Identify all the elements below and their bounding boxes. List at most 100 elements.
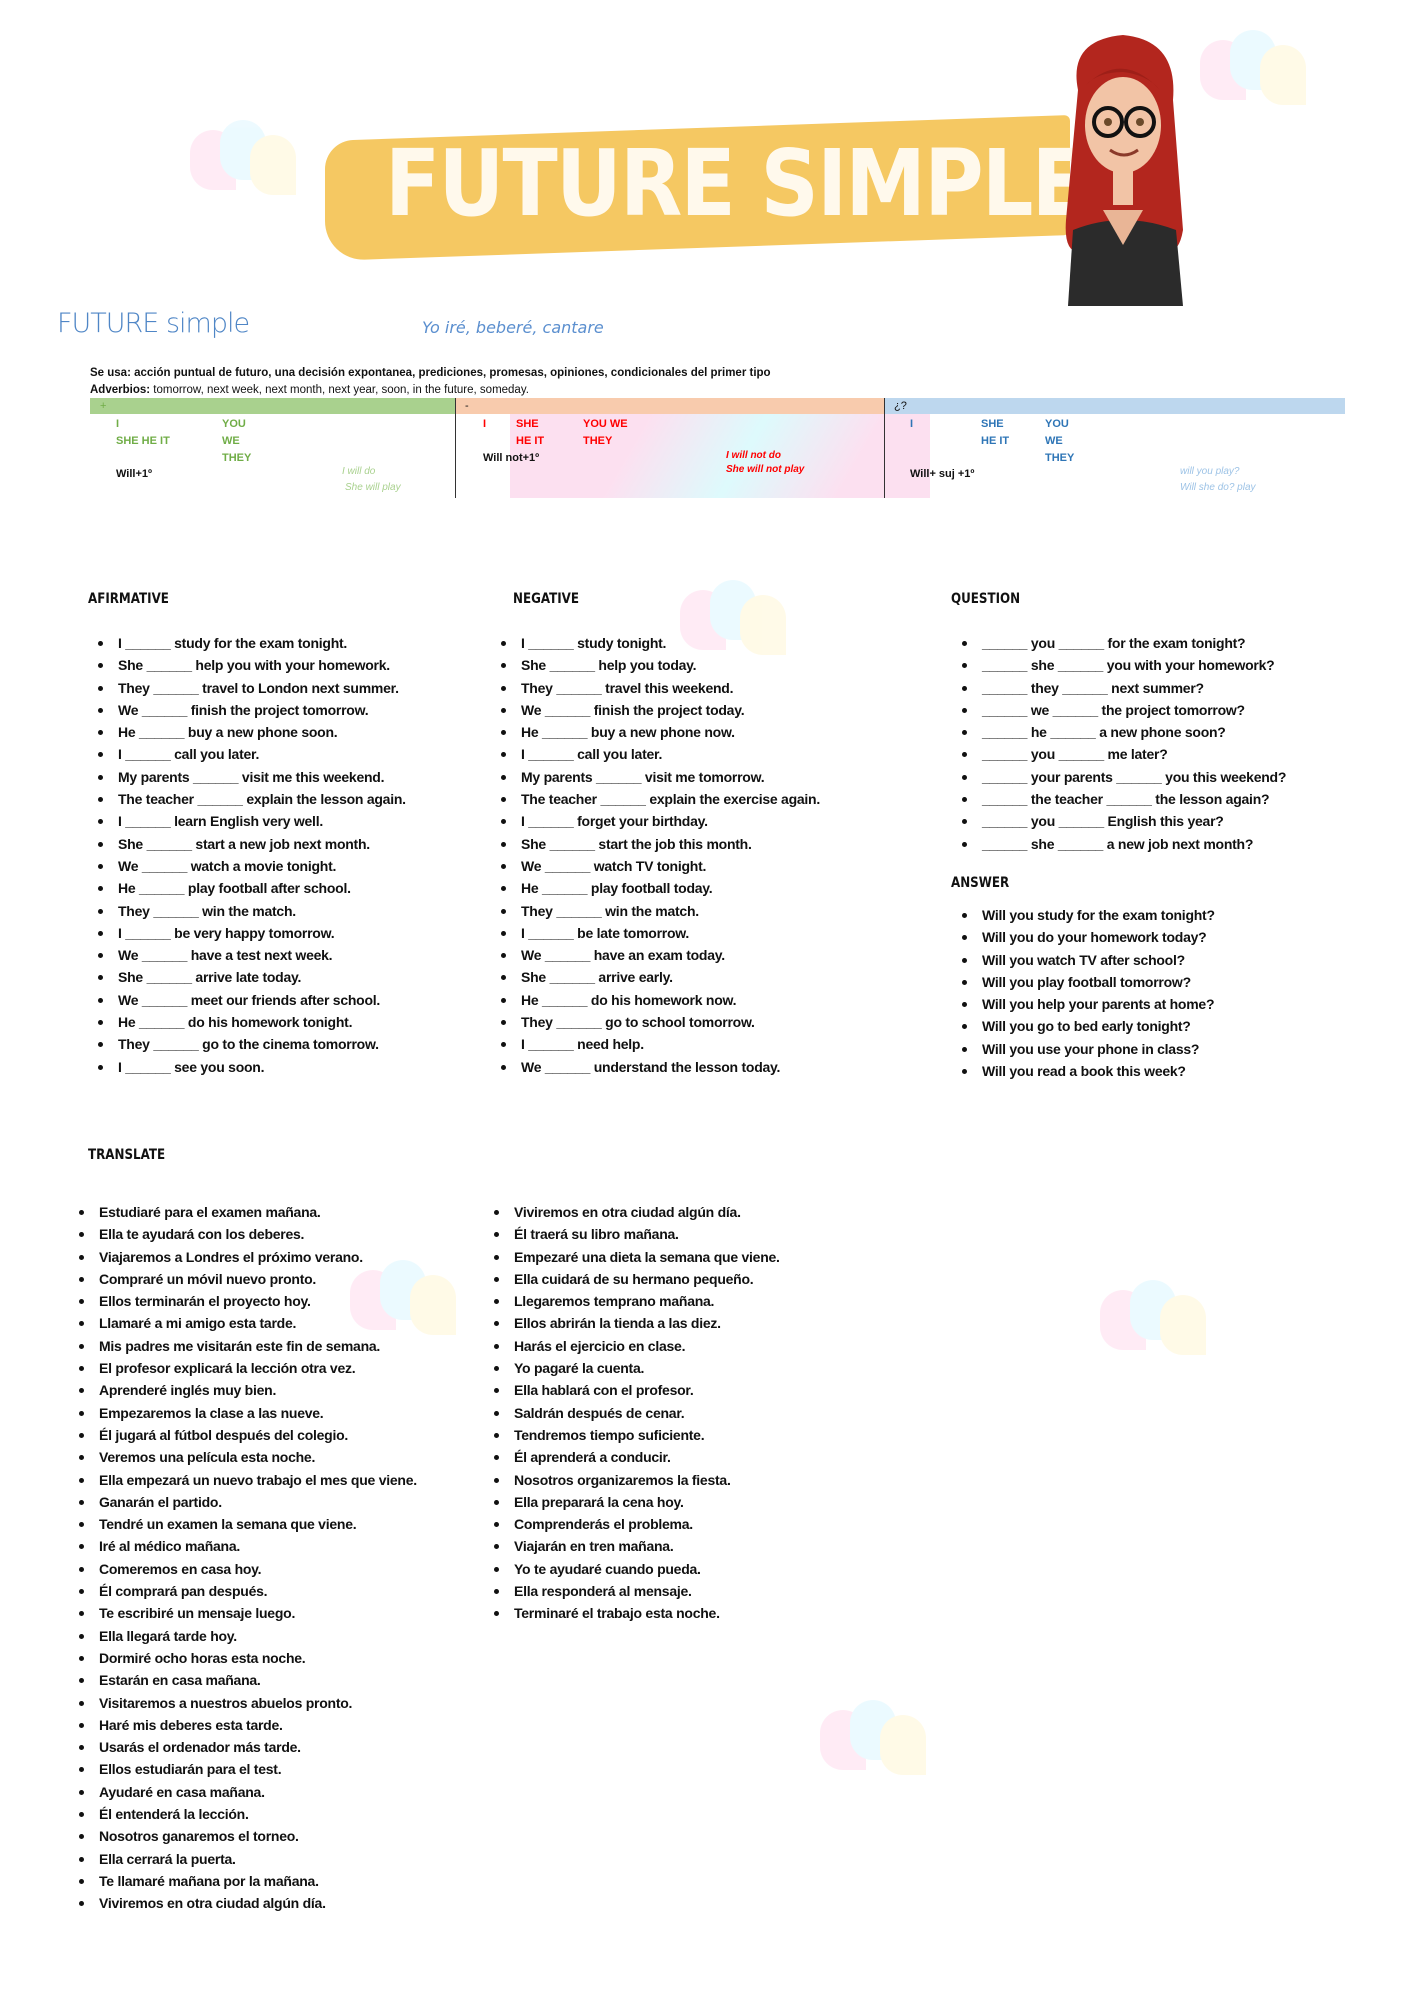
list-item: Will you play football tomorrow? [962, 971, 1215, 993]
list-item: Comprenderás el problema. [494, 1513, 780, 1535]
table-watermark [510, 414, 930, 498]
list-item: Tendremos tiempo suficiente. [494, 1424, 780, 1446]
list-item: I ______ be very happy tomorrow. [98, 922, 406, 944]
list-item: Mis padres me visitarán este fin de sema… [79, 1335, 417, 1357]
afirmative-heading: AFIRMATIVE [88, 591, 169, 607]
list-item: He ______ buy a new phone now. [501, 721, 820, 743]
watermark-logo [680, 580, 790, 660]
adverbs-label: Adverbios: [90, 384, 151, 396]
list-item: ______ we ______ the project tomorrow? [962, 699, 1286, 721]
watermark-logo [350, 1260, 460, 1340]
list-item: Visitaremos a nuestros abuelos pronto. [79, 1692, 417, 1714]
list-item: Will you do your homework today? [962, 926, 1215, 948]
list-item: Ella preparará la cena hoy. [494, 1491, 780, 1513]
watermark-logo [190, 120, 300, 200]
list-item: She ______ arrive early. [501, 966, 820, 988]
list-item: I ______ learn English very well. [98, 810, 406, 832]
list-item: Ella empezará un nuevo trabajo el mes qu… [79, 1469, 417, 1491]
question-rule: Will+ suj +1º [910, 468, 975, 480]
list-item: Comeremos en casa hoy. [79, 1558, 417, 1580]
list-item: Dormiré ocho horas esta noche. [79, 1647, 417, 1669]
list-item: Will you help your parents at home? [962, 993, 1215, 1015]
grammar-subtitle: Yo iré, beberé, cantare [422, 318, 604, 337]
list-item: They ______ win the match. [98, 900, 406, 922]
list-item: I ______ study for the exam tonight. [98, 632, 406, 654]
usage-notes: Se usa: acción puntual de futuro, una de… [90, 365, 771, 399]
list-item: We ______ have an exam today. [501, 944, 820, 966]
question-example: will you play? [1180, 466, 1240, 477]
list-item: Ella llegará tarde hoy. [79, 1625, 417, 1647]
list-item: He ______ play football after school. [98, 877, 406, 899]
pronoun: WE [222, 435, 240, 447]
list-item: Empezaré una dieta la semana que viene. [494, 1246, 780, 1268]
list-item: She ______ help you with your homework. [98, 654, 406, 676]
pronoun: THEY [1045, 452, 1075, 464]
positive-example: She will play [345, 482, 401, 493]
list-item: Llegaremos temprano mañana. [494, 1290, 780, 1312]
list-item: ______ he ______ a new phone soon? [962, 721, 1286, 743]
question-list: ______ you ______ for the exam tonight? _… [962, 632, 1286, 855]
list-item: The teacher ______ explain the lesson ag… [98, 788, 406, 810]
list-item: Ellos estudiarán para el test. [79, 1758, 417, 1780]
list-item: They ______ win the match. [501, 900, 820, 922]
pronoun: YOU [222, 418, 246, 430]
list-item: Yo te ayudaré cuando pueda. [494, 1558, 780, 1580]
list-item: She ______ start a new job next month. [98, 833, 406, 855]
list-item: I ______ forget your birthday. [501, 810, 820, 832]
list-item: Estudiaré para el examen mañana. [79, 1201, 417, 1223]
list-item: We ______ finish the project today. [501, 699, 820, 721]
negative-example: I will not do [726, 450, 781, 461]
list-item: Estarán en casa mañana. [79, 1669, 417, 1691]
list-item: Ella te ayudará con los deberes. [79, 1223, 417, 1245]
column-divider [455, 398, 456, 498]
list-item: Tendré un examen la semana que viene. [79, 1513, 417, 1535]
list-item: He ______ do his homework tonight. [98, 1011, 406, 1033]
list-item: Nosotros ganaremos el torneo. [79, 1825, 417, 1847]
grammar-table: + - ¿? I SHE HE IT YOU WE THEY Will+1º I… [90, 398, 1345, 502]
page-title: FUTURE SIMPLE [385, 130, 1087, 237]
list-item: Empezaremos la clase a las nueve. [79, 1402, 417, 1424]
negative-header: - [455, 398, 884, 414]
list-item: ______ she ______ a new job next month? [962, 833, 1286, 855]
translate-heading: TRANSLATE [88, 1147, 166, 1163]
list-item: ______ you ______ for the exam tonight? [962, 632, 1286, 654]
pronoun: YOU WE [583, 418, 628, 430]
list-item: ______ they ______ next summer? [962, 677, 1286, 699]
list-item: Will you use your phone in class? [962, 1038, 1215, 1060]
watermark-logo [1200, 30, 1310, 110]
list-item: Él jugará al fútbol después del colegio. [79, 1424, 417, 1446]
list-item: Yo pagaré la cuenta. [494, 1357, 780, 1379]
list-item: Ganarán el partido. [79, 1491, 417, 1513]
list-item: My parents ______ visit me tomorrow. [501, 766, 820, 788]
list-item: My parents ______ visit me this weekend. [98, 766, 406, 788]
negative-rule: Will not+1º [483, 452, 540, 464]
pronoun: SHE [516, 418, 539, 430]
usage-text: acción puntual de futuro, una decisión e… [130, 367, 771, 379]
list-item: Él entenderá la lección. [79, 1803, 417, 1825]
list-item: Compraré un móvil nuevo pronto. [79, 1268, 417, 1290]
pronoun: SHE HE IT [116, 435, 170, 447]
list-item: We ______ watch TV tonight. [501, 855, 820, 877]
list-item: We ______ finish the project tomorrow. [98, 699, 406, 721]
list-item: We ______ understand the lesson today. [501, 1056, 820, 1078]
list-item: Ella cuidará de su hermano pequeño. [494, 1268, 780, 1290]
positive-rule: Will+1º [116, 468, 153, 480]
adverbs-line: Adverbios: tomorrow, next week, next mon… [90, 382, 771, 399]
list-item: Te escribiré un mensaje luego. [79, 1602, 417, 1624]
list-item: He ______ play football today. [501, 877, 820, 899]
list-item: Ellos terminarán el proyecto hoy. [79, 1290, 417, 1312]
list-item: Will you watch TV after school? [962, 949, 1215, 971]
pronoun: SHE [981, 418, 1004, 430]
list-item: They ______ travel this weekend. [501, 677, 820, 699]
list-item: Él comprará pan después. [79, 1580, 417, 1602]
negative-heading: NEGATIVE [513, 591, 580, 607]
list-item: Ella hablará con el profesor. [494, 1379, 780, 1401]
usage-line: Se usa: acción puntual de futuro, una de… [90, 365, 771, 382]
list-item: Él aprenderá a conducir. [494, 1446, 780, 1468]
negative-example: She will not play [726, 464, 805, 475]
pronoun: HE IT [516, 435, 545, 447]
afirmative-list: I ______ study for the exam tonight. She … [98, 632, 406, 1078]
list-item: ______ your parents ______ you this week… [962, 766, 1286, 788]
column-divider [884, 398, 885, 498]
list-item: I ______ be late tomorrow. [501, 922, 820, 944]
